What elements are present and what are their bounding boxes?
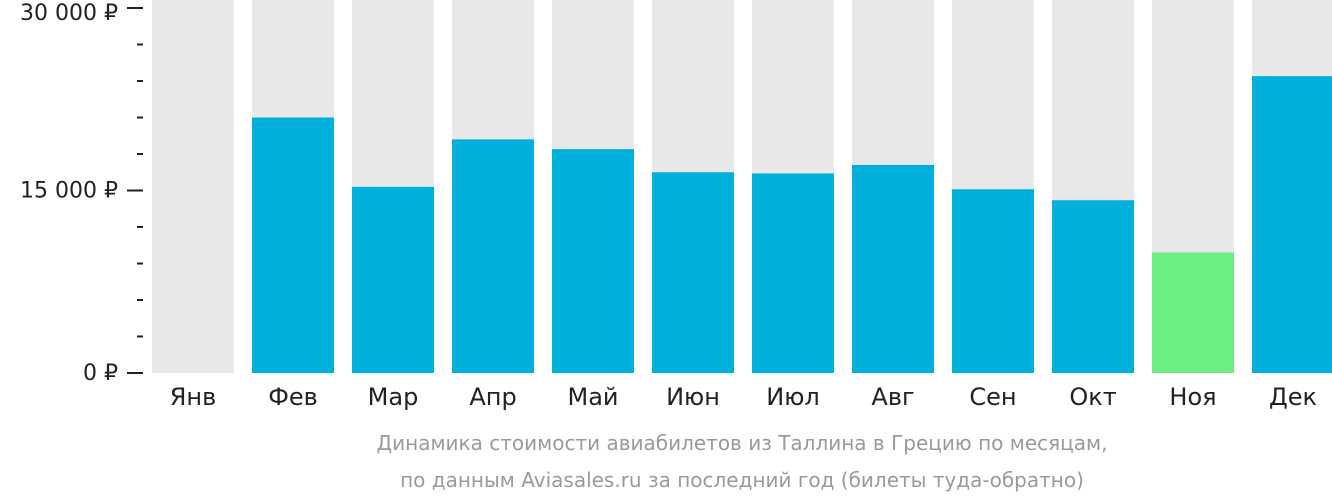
bar-7[interactable]: [752, 173, 834, 373]
bar-9[interactable]: [952, 189, 1034, 373]
bar-track-1: [152, 0, 234, 373]
bar-11[interactable]: [1152, 252, 1234, 373]
bar-6[interactable]: [652, 172, 734, 373]
x-tick-label-9: Сен: [969, 383, 1016, 411]
chart-caption-line-2: по данным Aviasales.ru за последний год …: [400, 468, 1084, 492]
x-tick-label-8: Авг: [871, 383, 914, 411]
x-tick-label-4: Апр: [469, 383, 516, 411]
bar-8[interactable]: [852, 164, 934, 373]
x-tick-label-1: Янв: [170, 383, 217, 411]
bar-4[interactable]: [452, 139, 534, 373]
bars: [252, 76, 1332, 373]
x-tick-label-3: Мар: [368, 383, 419, 411]
x-tick-label-5: Май: [567, 383, 618, 411]
y-axis: 0 ₽ 15 000 ₽ 30 000 ₽: [20, 1, 143, 386]
y-tick-label-1: 0 ₽: [83, 361, 118, 386]
x-tick-label-7: Июл: [766, 383, 820, 411]
x-tick-label-2: Фев: [268, 383, 318, 411]
bar-12[interactable]: [1252, 76, 1332, 373]
x-tick-label-12: Дек: [1269, 383, 1317, 411]
bar-10[interactable]: [1052, 200, 1134, 373]
x-axis: Янв Фев Мар Апр Май Июн Июл Авг Сен Окт Ноя Дек: [170, 383, 1317, 411]
x-tick-label-6: Июн: [666, 383, 720, 411]
chart-caption-line-1: Динамика стоимости авиабилетов из Таллин…: [377, 431, 1108, 455]
x-tick-label-10: Окт: [1069, 383, 1116, 411]
x-tick-label-11: Ноя: [1169, 383, 1216, 411]
bar-5[interactable]: [552, 149, 634, 373]
bar-3[interactable]: [352, 186, 434, 373]
y-tick-label-2: 15 000 ₽: [20, 179, 118, 204]
bar-2[interactable]: [252, 117, 334, 374]
y-tick-label-3: 30 000 ₽: [20, 1, 118, 26]
